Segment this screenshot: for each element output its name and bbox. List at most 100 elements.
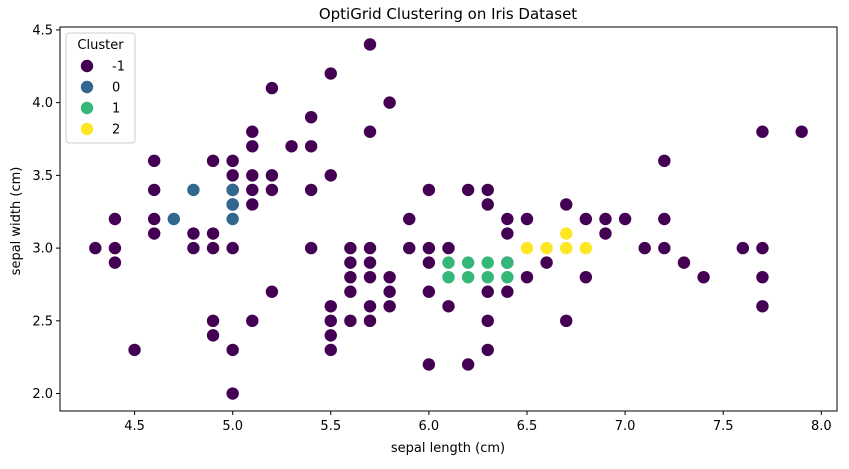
data-point [226, 387, 239, 400]
data-point [560, 227, 573, 240]
data-point [442, 300, 455, 313]
data-point [599, 212, 612, 226]
data-point [363, 241, 377, 255]
x-tick-label: 5.5 [320, 419, 341, 434]
x-tick-label: 6.0 [419, 419, 440, 434]
y-tick-label: 4.5 [32, 23, 53, 38]
data-point [147, 183, 161, 197]
legend-marker [80, 59, 94, 73]
data-point [147, 154, 161, 168]
data-point [560, 241, 573, 255]
data-point [226, 343, 239, 357]
data-point [344, 314, 357, 328]
data-point [756, 300, 769, 313]
data-point [285, 140, 298, 153]
data-point [324, 343, 337, 357]
x-axis-label: sepal length (cm) [391, 441, 505, 456]
legend-marker [80, 101, 94, 115]
data-point [422, 256, 436, 269]
x-tick-label: 7.5 [713, 419, 734, 434]
data-point [579, 241, 593, 255]
data-point [167, 212, 181, 226]
data-point [363, 125, 377, 138]
data-point [246, 125, 259, 138]
data-point [304, 183, 318, 197]
data-point [481, 270, 494, 284]
data-point [324, 67, 337, 80]
data-point [128, 343, 141, 357]
data-point [363, 256, 377, 269]
data-point [226, 154, 239, 168]
legend-entry-label: 1 [112, 102, 120, 117]
data-point [187, 241, 200, 255]
data-point [520, 270, 534, 284]
data-point [187, 183, 200, 197]
data-point [265, 285, 279, 298]
data-point [501, 270, 514, 284]
data-point [206, 154, 220, 168]
data-point [383, 96, 396, 109]
legend-entry-label: 0 [112, 81, 120, 96]
data-point [520, 241, 534, 255]
legend-box [65, 32, 136, 144]
data-point [226, 241, 239, 255]
data-point [422, 358, 436, 371]
legend-title: Cluster [77, 38, 124, 53]
y-tick-label: 3.0 [32, 242, 53, 257]
data-point [422, 285, 436, 298]
data-point [618, 212, 632, 226]
data-point [403, 212, 416, 226]
legend-entry-label: 2 [112, 123, 120, 138]
x-tick-label: 8.0 [811, 419, 832, 434]
data-point [363, 38, 377, 51]
data-point [265, 183, 279, 197]
plot-area: 4.5 5.0 5.5 6.0 6.5 7.0 7.5 8.0 2.0 2.5 3.0 3.5 4.0 4… [32, 23, 838, 434]
data-point [344, 285, 357, 298]
data-point [206, 329, 220, 342]
x-tick-label: 7.0 [615, 419, 636, 434]
data-point [206, 241, 220, 255]
data-point [677, 256, 691, 269]
data-point [363, 270, 377, 284]
data-point [461, 270, 475, 284]
data-point [501, 212, 514, 226]
data-point [304, 110, 318, 124]
data-point [403, 241, 416, 255]
data-point [658, 154, 671, 168]
chart-title: OptiGrid Clustering on Iris Dataset [319, 5, 577, 23]
y-tick-label: 2.0 [32, 387, 53, 402]
data-point [442, 270, 455, 284]
data-point [756, 125, 769, 138]
legend-marker [80, 80, 94, 94]
legend-marker [80, 122, 94, 136]
data-point [560, 198, 573, 211]
data-point [344, 270, 357, 284]
data-point [461, 183, 475, 197]
y-tick-label: 4.0 [32, 96, 53, 111]
data-point [658, 241, 671, 255]
data-point [246, 314, 259, 328]
data-point [226, 212, 239, 226]
data-point [108, 256, 122, 269]
series--1 [89, 38, 808, 400]
data-point [736, 241, 750, 255]
data-point [540, 256, 553, 269]
data-point [658, 212, 671, 226]
data-point [383, 300, 396, 313]
data-point [442, 241, 455, 255]
data-point [304, 140, 318, 153]
data-point [481, 285, 494, 298]
data-point [344, 256, 357, 269]
plot-frame [59, 26, 838, 412]
series-1 [442, 256, 514, 284]
data-point [383, 270, 396, 284]
data-point [344, 241, 357, 255]
y-tick-label: 3.5 [32, 169, 53, 184]
data-point [383, 285, 396, 298]
x-tick-label: 4.5 [124, 419, 145, 434]
data-point [697, 270, 710, 284]
data-point [265, 169, 279, 182]
data-point [226, 169, 239, 182]
data-point [599, 227, 612, 240]
data-point [501, 285, 514, 298]
